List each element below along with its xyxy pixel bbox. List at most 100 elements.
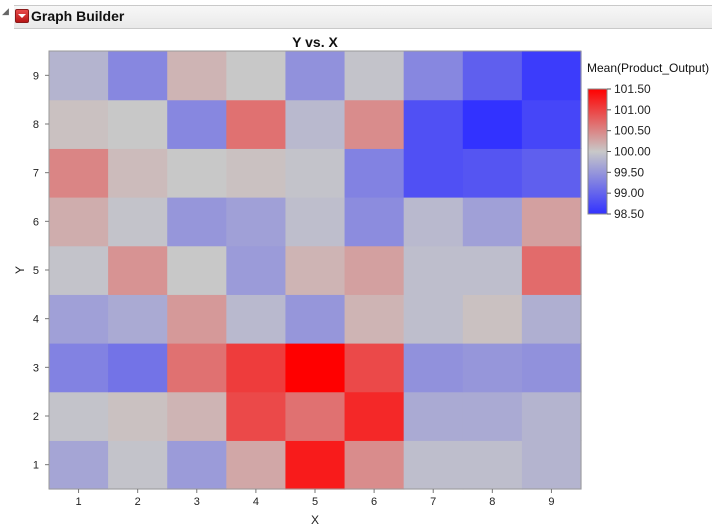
heatmap-cell-x2-y6[interactable] [108, 197, 168, 247]
heatmap-cell-x2-y1[interactable] [108, 440, 168, 490]
heatmap-cell-x1-y4[interactable] [49, 294, 109, 344]
legend-tick-label: 99.50 [614, 165, 644, 179]
heatmap-cell-x8-y7[interactable] [462, 148, 523, 198]
heatmap-cell-x5-y3[interactable] [285, 343, 346, 393]
heatmap-cell-x8-y6[interactable] [462, 197, 523, 247]
heatmap-cell-x3-y3[interactable] [167, 343, 227, 393]
heatmap-cell-x9-y9[interactable] [521, 51, 582, 101]
heatmap-cell-x4-y8[interactable] [226, 99, 287, 149]
legend-tick-label: 101.50 [614, 82, 651, 96]
heatmap-cell-x8-y4[interactable] [462, 294, 523, 344]
heatmap-cell-x9-y3[interactable] [521, 343, 582, 393]
heatmap-cells [49, 51, 582, 490]
heatmap-cell-x1-y7[interactable] [49, 148, 109, 198]
heatmap-cell-x1-y3[interactable] [49, 343, 109, 393]
heatmap-cell-x7-y4[interactable] [403, 294, 464, 344]
heatmap-cell-x8-y2[interactable] [462, 391, 523, 441]
heatmap-cell-x5-y2[interactable] [285, 391, 346, 441]
heatmap-cell-x2-y4[interactable] [108, 294, 168, 344]
heatmap-cell-x4-y3[interactable] [226, 343, 287, 393]
legend-tick-label: 100.50 [614, 124, 651, 138]
color-legend-bar [587, 88, 608, 215]
heatmap-cell-x6-y3[interactable] [344, 343, 405, 393]
heatmap-cell-x4-y2[interactable] [226, 391, 287, 441]
heatmap-cell-x9-y5[interactable] [521, 245, 582, 295]
color-legend-ticks: 101.50 101.00 100.50 100.00 99.50 99.00 98.50 [607, 82, 651, 221]
heatmap-cell-x6-y7[interactable] [344, 148, 405, 198]
heatmap-cell-x7-y9[interactable] [403, 51, 464, 101]
heatmap-cell-x9-y8[interactable] [521, 99, 582, 149]
heatmap-cell-x1-y6[interactable] [49, 197, 109, 247]
x-tick-label: 6 [371, 496, 377, 508]
heatmap-cell-x7-y3[interactable] [403, 343, 464, 393]
heatmap-cell-x9-y7[interactable] [521, 148, 582, 198]
heatmap-cell-x3-y4[interactable] [167, 294, 227, 344]
heatmap-cell-x3-y7[interactable] [167, 148, 227, 198]
heatmap-cell-x5-y1[interactable] [285, 440, 346, 490]
heatmap-cell-x6-y8[interactable] [344, 99, 405, 149]
x-tick-label: 9 [548, 496, 554, 508]
heatmap-cell-x9-y1[interactable] [521, 440, 582, 490]
heatmap-cell-x3-y2[interactable] [167, 391, 227, 441]
heatmap-cell-x4-y7[interactable] [226, 148, 287, 198]
heatmap-cell-x8-y5[interactable] [462, 245, 523, 295]
heatmap-cell-x8-y9[interactable] [462, 51, 523, 101]
x-tick-label: 7 [430, 496, 436, 508]
heatmap-cell-x2-y5[interactable] [108, 245, 168, 295]
heatmap-cell-x4-y6[interactable] [226, 197, 287, 247]
heatmap-cell-x7-y8[interactable] [403, 99, 464, 149]
heatmap-cell-x6-y6[interactable] [344, 197, 405, 247]
y-tick-label: 8 [33, 119, 39, 131]
heatmap-cell-x1-y2[interactable] [49, 391, 109, 441]
heatmap-cell-x6-y5[interactable] [344, 245, 405, 295]
heatmap-cell-x9-y6[interactable] [521, 197, 582, 247]
heatmap-cell-x1-y5[interactable] [49, 245, 109, 295]
red-triangle-menu-icon[interactable] [15, 9, 29, 23]
heatmap-cell-x7-y7[interactable] [403, 148, 464, 198]
heatmap-cell-x4-y5[interactable] [226, 245, 287, 295]
heatmap-cell-x4-y1[interactable] [226, 440, 287, 490]
heatmap-cell-x5-y8[interactable] [285, 99, 346, 149]
y-tick-label: 2 [33, 411, 39, 423]
heatmap-cell-x9-y4[interactable] [521, 294, 582, 344]
heatmap-cell-x5-y7[interactable] [285, 148, 346, 198]
heatmap-cell-x7-y5[interactable] [403, 245, 464, 295]
heatmap-cell-x3-y8[interactable] [167, 99, 227, 149]
disclosure-triangle-icon[interactable]: ◢ [2, 6, 9, 16]
x-tick-label: 2 [135, 496, 141, 508]
heatmap-cell-x3-y5[interactable] [167, 245, 227, 295]
heatmap-cell-x2-y7[interactable] [108, 148, 168, 198]
heatmap-cell-x3-y1[interactable] [167, 440, 227, 490]
heatmap-cell-x9-y2[interactable] [521, 391, 582, 441]
heatmap-cell-x8-y1[interactable] [462, 440, 523, 490]
heatmap-cell-x7-y6[interactable] [403, 197, 464, 247]
heatmap-cell-x2-y2[interactable] [108, 391, 168, 441]
heatmap-cell-x5-y6[interactable] [285, 197, 346, 247]
heatmap-cell-x4-y9[interactable] [226, 51, 287, 101]
heatmap-cell-x4-y4[interactable] [226, 294, 287, 344]
heatmap-cell-x8-y3[interactable] [462, 343, 523, 393]
heatmap-cell-x1-y9[interactable] [49, 51, 109, 101]
heatmap-cell-x2-y9[interactable] [108, 51, 168, 101]
heatmap-cell-x6-y9[interactable] [344, 51, 405, 101]
y-axis: 1 2 3 4 5 6 7 8 9 [33, 70, 49, 472]
heatmap-cell-x6-y2[interactable] [344, 391, 405, 441]
legend-tick-label: 99.00 [614, 186, 644, 200]
heatmap-cell-x6-y4[interactable] [344, 294, 405, 344]
heatmap-cell-x7-y2[interactable] [403, 391, 464, 441]
heatmap-cell-x6-y1[interactable] [344, 440, 405, 490]
heatmap-cell-x3-y6[interactable] [167, 197, 227, 247]
heatmap-cell-x1-y1[interactable] [49, 440, 109, 490]
heatmap-cell-x2-y3[interactable] [108, 343, 168, 393]
heatmap-cell-x5-y5[interactable] [285, 245, 346, 295]
x-tick-label: 5 [312, 496, 318, 508]
heatmap-cell-x7-y1[interactable] [403, 440, 464, 490]
heatmap-cell-x8-y8[interactable] [462, 99, 523, 149]
heatmap-cell-x5-y9[interactable] [285, 51, 346, 101]
y-tick-label: 5 [33, 265, 39, 277]
heatmap-cell-x1-y8[interactable] [49, 99, 109, 149]
heatmap-cell-x5-y4[interactable] [285, 294, 346, 344]
heatmap-cell-x2-y8[interactable] [108, 99, 168, 149]
heatmap-cell-x3-y9[interactable] [167, 51, 227, 101]
